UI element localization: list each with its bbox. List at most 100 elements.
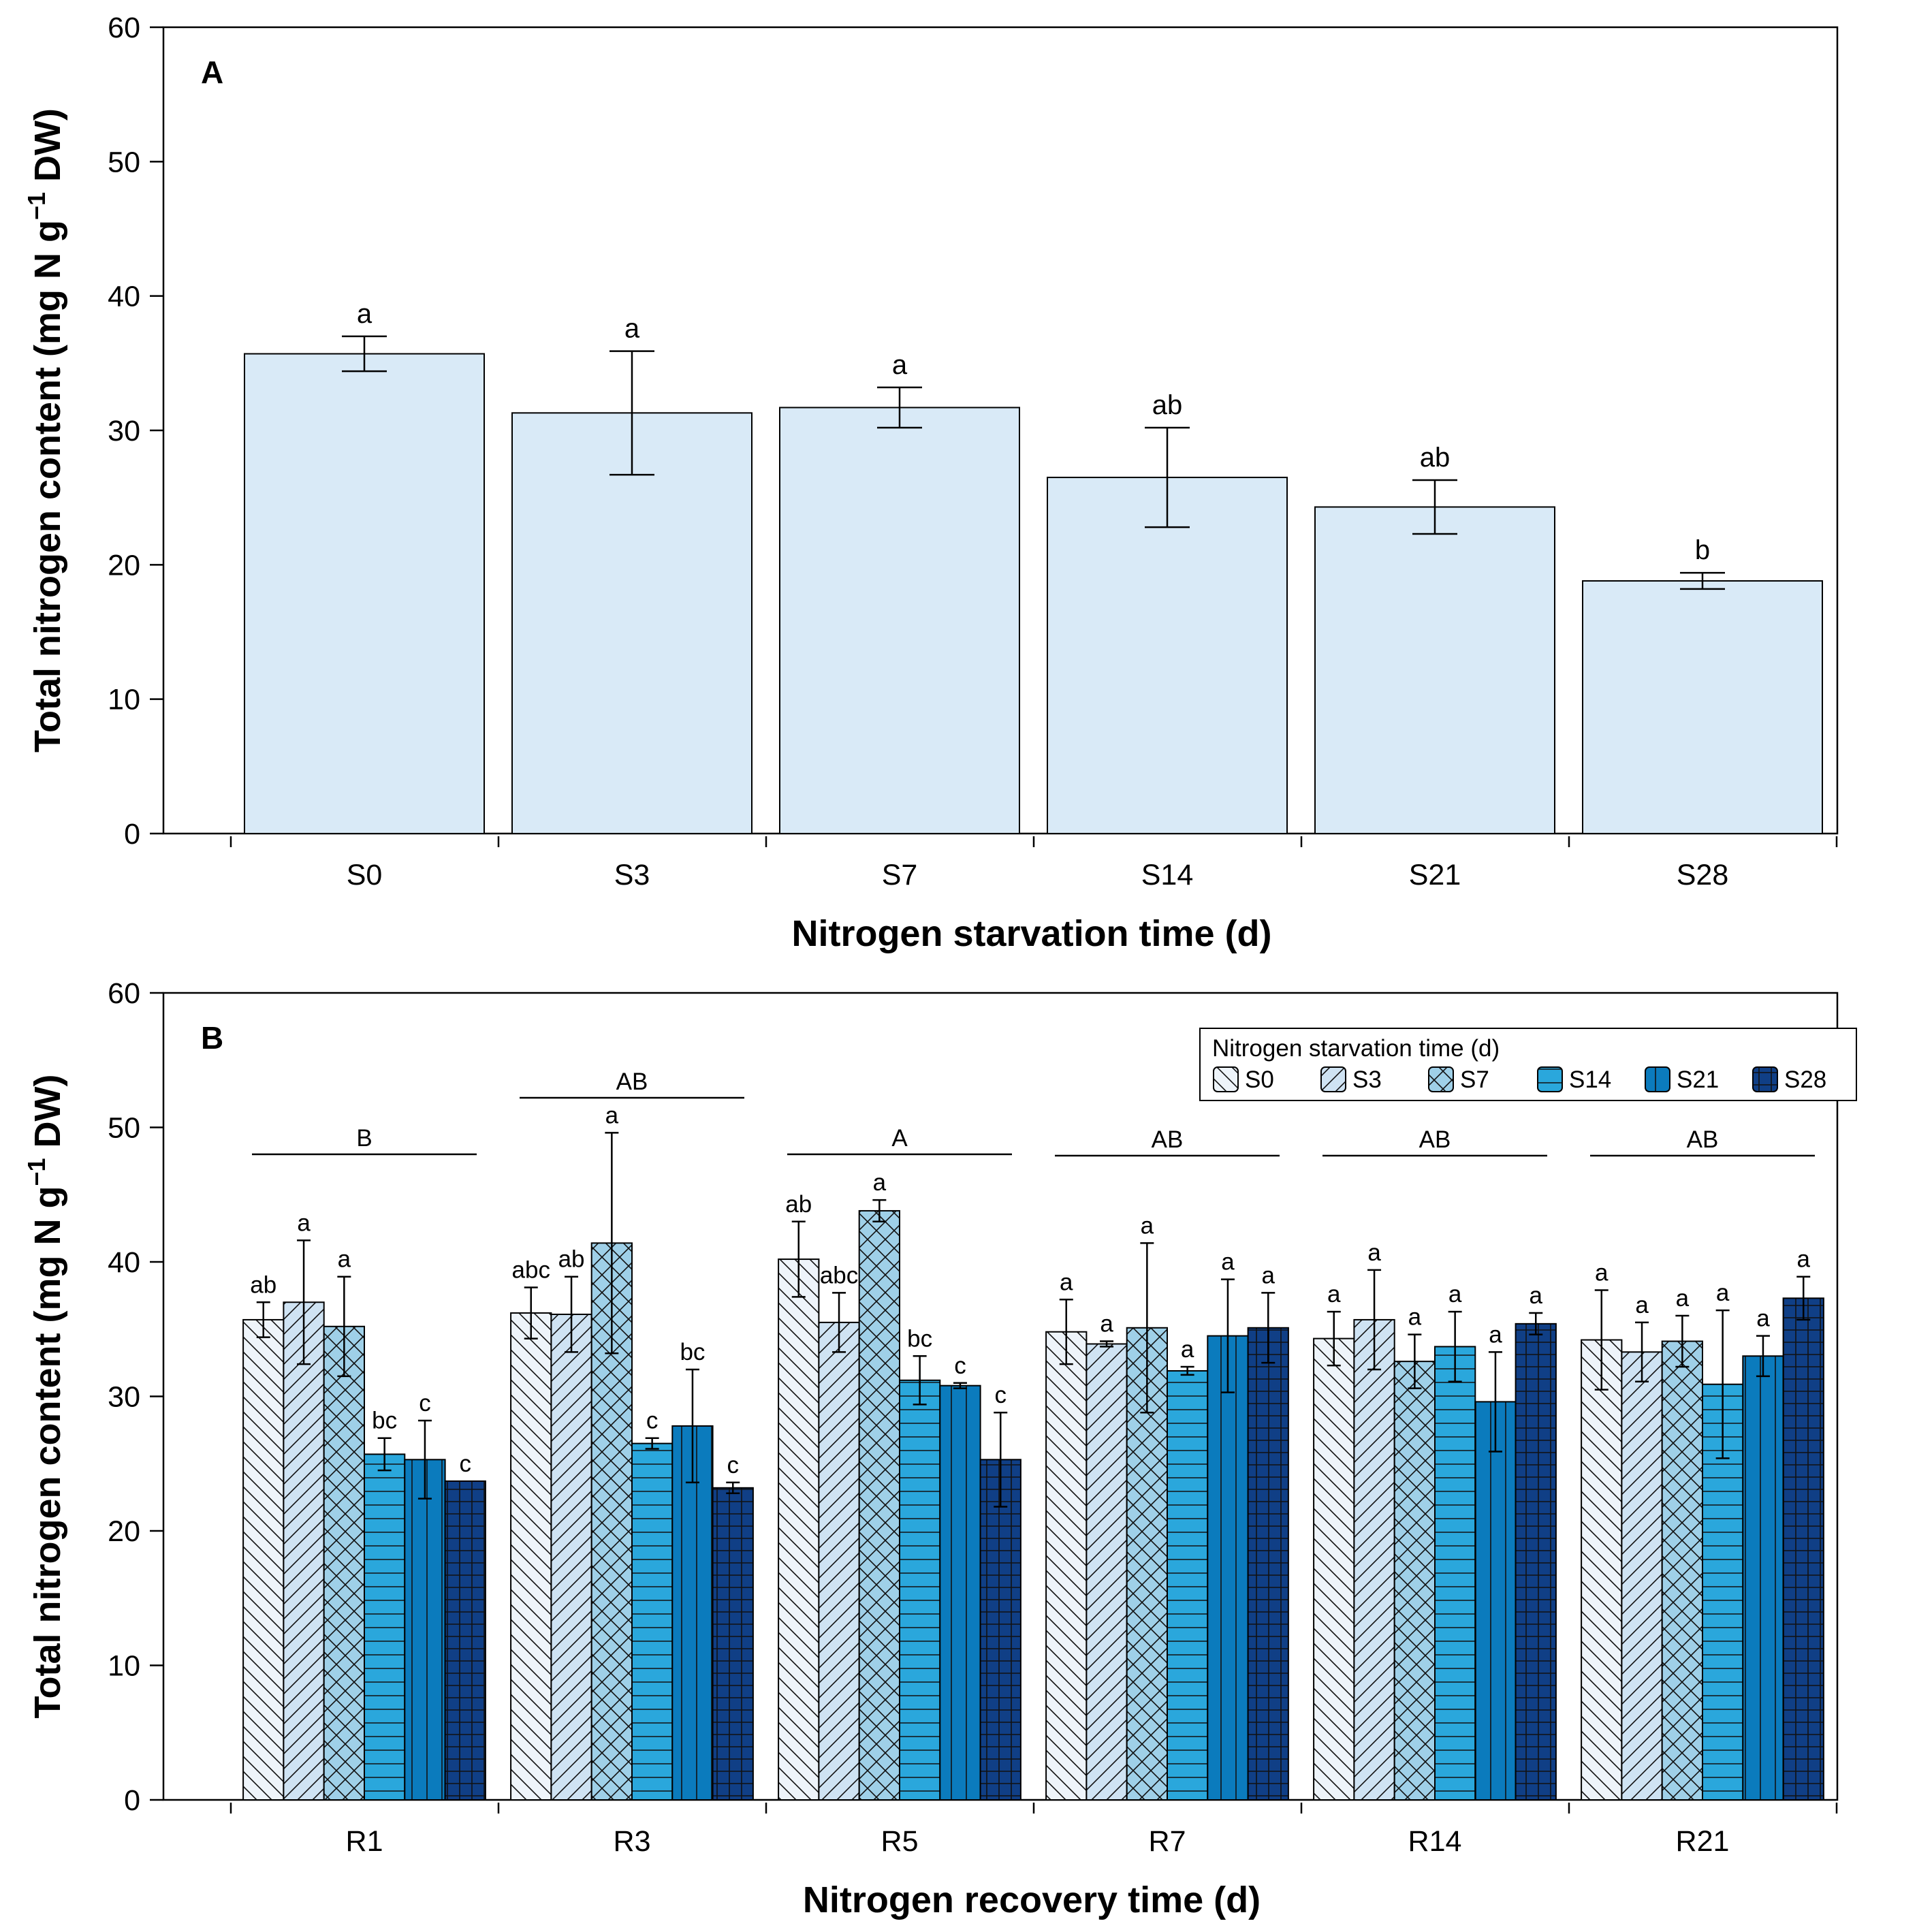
bar-r7-s3 bbox=[1086, 1343, 1128, 1801]
significance-letter: c bbox=[727, 1452, 740, 1478]
y-tick-label: 50 bbox=[108, 1112, 140, 1145]
bar-r1-s28 bbox=[444, 1480, 486, 1801]
y-tick-label: 40 bbox=[108, 281, 140, 313]
legend-label-s7: S7 bbox=[1460, 1066, 1489, 1093]
significance-letter: a bbox=[1797, 1246, 1811, 1273]
bar-r7-s0 bbox=[1045, 1331, 1088, 1801]
bar-r3-s3 bbox=[550, 1314, 592, 1801]
bar-r21-s3 bbox=[1621, 1351, 1663, 1801]
bar-r1-s3 bbox=[283, 1301, 325, 1801]
significance-letter: a bbox=[1262, 1262, 1276, 1288]
bar-r7-s14 bbox=[1167, 1369, 1209, 1801]
significance-letter: ab bbox=[250, 1271, 276, 1298]
bar-s0 bbox=[244, 353, 485, 834]
bar-r1-s7 bbox=[323, 1325, 366, 1801]
significance-letter: abc bbox=[512, 1257, 550, 1284]
significance-letter: a bbox=[1181, 1336, 1194, 1363]
legend-label-s3: S3 bbox=[1352, 1066, 1382, 1093]
y-tick-label: 50 bbox=[108, 146, 140, 178]
x-tick-label: R14 bbox=[1408, 1825, 1462, 1858]
significance-letter: a bbox=[297, 1209, 311, 1236]
significance-letter: bc bbox=[372, 1408, 397, 1434]
bar-r5-s7 bbox=[858, 1209, 900, 1801]
y-axis-title-end: DW) bbox=[27, 1075, 68, 1158]
significance-letter: a bbox=[873, 1169, 887, 1196]
bar-r5-s0 bbox=[778, 1258, 820, 1801]
bar-r14-s14 bbox=[1434, 1346, 1476, 1801]
significance-letter: a bbox=[1141, 1212, 1154, 1239]
bar-r1-s0 bbox=[242, 1318, 285, 1801]
group-significance-letter: AB bbox=[1419, 1126, 1451, 1153]
significance-letter: bc bbox=[907, 1325, 932, 1352]
bar-r5-s21 bbox=[939, 1384, 981, 1801]
legend-swatch-s3 bbox=[1320, 1066, 1346, 1092]
y-tick-label: 0 bbox=[124, 1784, 140, 1817]
x-tick-label: R21 bbox=[1676, 1825, 1730, 1858]
group-significance-letter: B bbox=[356, 1125, 372, 1152]
x-axis-title: Nitrogen recovery time (d) bbox=[803, 1880, 1261, 1920]
legend-swatch-s21 bbox=[1645, 1066, 1670, 1092]
bar-r1-s14 bbox=[364, 1453, 406, 1801]
group-significance-letter: A bbox=[891, 1125, 908, 1152]
x-tick-label: R1 bbox=[346, 1825, 383, 1858]
y-tick-label: 30 bbox=[108, 1381, 140, 1414]
bar-r21-s7 bbox=[1661, 1340, 1703, 1801]
y-axis-title-main: Total nitrogen content (mg N g bbox=[27, 220, 68, 753]
significance-letter: b bbox=[1695, 535, 1710, 565]
significance-letter: abc bbox=[820, 1262, 858, 1288]
x-tick-label: R5 bbox=[881, 1825, 919, 1858]
bar-s3 bbox=[511, 412, 752, 834]
y-tick-label: 60 bbox=[108, 12, 140, 44]
x-tick-label: S28 bbox=[1677, 859, 1729, 891]
y-axis-title: Total nitrogen content (mg N g−1 DW) bbox=[22, 1075, 68, 1719]
y-tick-label: 30 bbox=[108, 415, 140, 447]
significance-letter: c bbox=[954, 1352, 966, 1379]
bar-r3-s28 bbox=[712, 1487, 754, 1801]
legend: Nitrogen starvation time (d) S0 S3 S7 S14 S21… bbox=[1199, 1028, 1857, 1101]
significance-letter: ab bbox=[558, 1246, 585, 1273]
bar-s14 bbox=[1047, 477, 1288, 834]
y-axis-title-end: DW) bbox=[27, 108, 68, 192]
y-axis-title-main: Total nitrogen content (mg N g bbox=[27, 1186, 68, 1719]
significance-letter: ab bbox=[1420, 443, 1451, 473]
significance-letter: c bbox=[646, 1408, 659, 1434]
x-tick-label: S21 bbox=[1409, 859, 1461, 891]
panel-b: 0 10 20 30 40 50 60 R1 R3 R5 R7 R14 R21 Nitrogen reco… bbox=[22, 977, 1857, 1920]
significance-letter: c bbox=[419, 1390, 431, 1416]
group-significance-letter: AB bbox=[1687, 1126, 1719, 1153]
bar-r3-s0 bbox=[510, 1312, 552, 1801]
y-axis-title: Total nitrogen content (mg N g−1 DW) bbox=[22, 108, 68, 753]
legend-label-s28: S28 bbox=[1784, 1066, 1826, 1093]
panel-label: A bbox=[201, 54, 223, 90]
legend-label-s0: S0 bbox=[1245, 1066, 1274, 1093]
significance-letter: a bbox=[338, 1246, 351, 1273]
legend-swatch-s28 bbox=[1752, 1066, 1778, 1092]
significance-letter: a bbox=[357, 299, 373, 329]
significance-letter: a bbox=[1595, 1259, 1609, 1286]
legend-title: Nitrogen starvation time (d) bbox=[1212, 1035, 1500, 1062]
significance-letter: bc bbox=[680, 1339, 705, 1365]
bar-s28 bbox=[1582, 580, 1823, 834]
y-tick-label: 20 bbox=[108, 549, 140, 582]
significance-letter: a bbox=[1221, 1249, 1235, 1276]
legend-swatch-s7 bbox=[1428, 1066, 1454, 1092]
significance-letter: a bbox=[1367, 1239, 1381, 1266]
y-tick-label: 60 bbox=[108, 977, 140, 1010]
bar-r3-s21 bbox=[671, 1425, 714, 1801]
x-tick-label: R3 bbox=[614, 1825, 651, 1858]
legend-box bbox=[1199, 1028, 1857, 1101]
significance-letter: a bbox=[1635, 1292, 1649, 1318]
bar-r7-s28 bbox=[1247, 1327, 1289, 1801]
bar-r5-s28 bbox=[979, 1459, 1021, 1801]
bar-s7 bbox=[779, 407, 1020, 834]
x-tick-label: S7 bbox=[882, 859, 918, 891]
bar-r14-s28 bbox=[1515, 1323, 1557, 1801]
bar-r21-s21 bbox=[1742, 1355, 1784, 1801]
x-tick-label: S14 bbox=[1141, 859, 1194, 891]
significance-letter: c bbox=[995, 1382, 1007, 1408]
significance-letter: ab bbox=[1152, 390, 1183, 420]
legend-label-s14: S14 bbox=[1569, 1066, 1611, 1093]
significance-letter: a bbox=[1489, 1321, 1502, 1348]
significance-letter: a bbox=[1676, 1285, 1690, 1312]
group-significance-letter: AB bbox=[1152, 1126, 1184, 1153]
